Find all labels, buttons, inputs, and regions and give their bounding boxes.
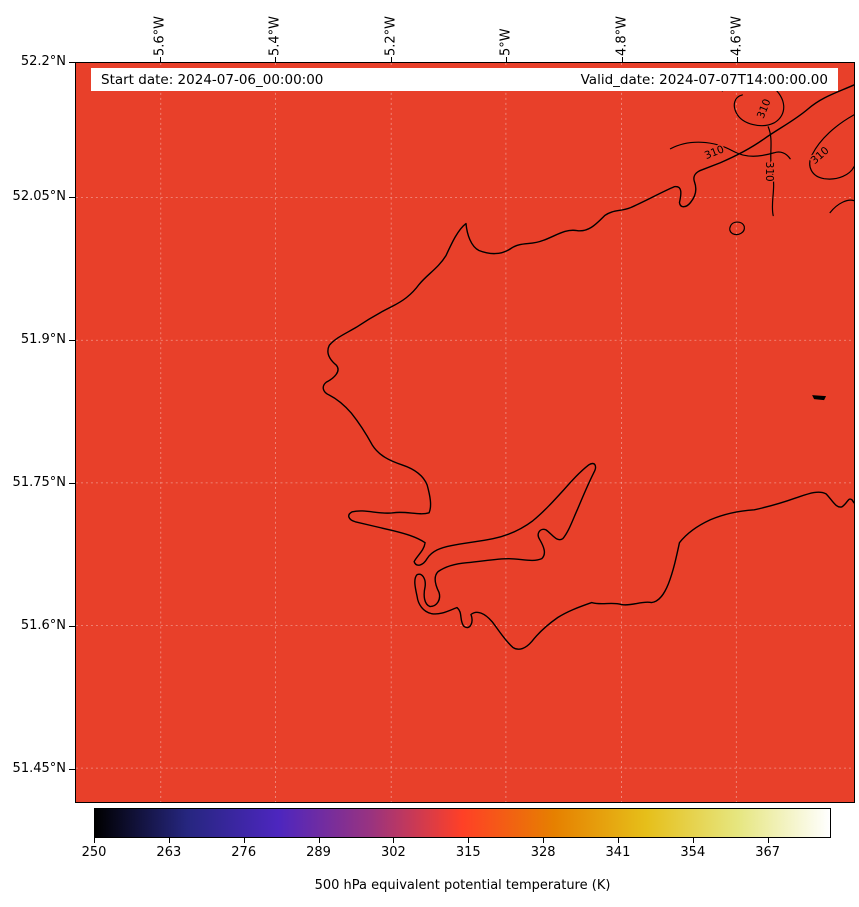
map-plot: 310 310 310 310 Start date: 2024-07-06_0…	[75, 62, 855, 803]
y-tick-label: 51.75°N	[12, 475, 66, 490]
gridlines	[76, 63, 854, 802]
colorbar-tick-label: 328	[530, 845, 556, 860]
annotation-strip: Start date: 2024-07-06_00:00:00 Valid_da…	[91, 68, 838, 91]
contour-label-310-d: 310	[809, 145, 832, 167]
colorbar-tick-label: 302	[380, 845, 406, 860]
colorbar-tick-label: 367	[755, 845, 781, 860]
contour-310-c	[767, 126, 775, 217]
y-tick-label: 51.9°N	[20, 332, 66, 347]
contour-310-b	[669, 141, 791, 160]
colorbar-tick-mark	[168, 838, 170, 843]
contour-label-310-c: 310	[763, 162, 775, 182]
x-tick-label: 4.8°W	[614, 15, 630, 56]
colorbar-tick-mark	[318, 838, 320, 843]
coastlines	[322, 84, 854, 650]
colorbar-tick-label: 315	[455, 845, 481, 860]
colorbar-tick-label: 354	[680, 845, 706, 860]
x-tick-label: 5.6°W	[152, 15, 168, 56]
x-tick-label: 5.2°W	[383, 15, 399, 56]
y-tick-label: 51.6°N	[20, 618, 66, 633]
x-tick-label: 4.6°W	[729, 15, 745, 56]
colorbar-tick-mark	[617, 838, 619, 843]
colorbar-tick-label: 250	[81, 845, 107, 860]
colorbar-tick-mark	[468, 838, 470, 843]
contour-label-310-a: 310	[755, 97, 774, 120]
colorbar	[94, 808, 831, 838]
colorbar-tick-mark	[767, 838, 769, 843]
contour-310-d	[809, 114, 854, 180]
map-overlay: 310 310 310 310	[76, 63, 854, 802]
colorbar-tick-label: 341	[605, 845, 631, 860]
contour-310-closed	[729, 221, 745, 236]
x-tick-label: 5.4°W	[267, 15, 283, 56]
y-tick-label: 52.2°N	[20, 54, 66, 69]
coastline-path	[322, 84, 854, 650]
contour-310-e	[829, 199, 854, 214]
islet-path	[812, 395, 827, 401]
colorbar-tick-label: 289	[306, 845, 331, 860]
contour-label-310-b: 310	[703, 143, 726, 162]
colorbar-tick-mark	[543, 838, 545, 843]
valid-date-label: Valid_date: 2024-07-07T14:00:00.00	[580, 71, 828, 88]
colorbar-gradient	[95, 809, 830, 837]
colorbar-tick-mark	[243, 838, 245, 843]
colorbar-tick-label: 263	[156, 845, 182, 860]
x-tick-label: 5°W	[498, 28, 514, 56]
start-date-label: Start date: 2024-07-06_00:00:00	[101, 71, 324, 88]
colorbar-tick-mark	[393, 838, 395, 843]
y-tick-label: 51.45°N	[12, 761, 66, 776]
colorbar-tick-label: 276	[231, 845, 257, 860]
y-tick-label: 52.05°N	[12, 189, 66, 204]
colorbar-tick-mark	[692, 838, 694, 843]
contour-labels: 310 310 310 310	[701, 96, 833, 183]
colorbar-tick-mark	[94, 838, 95, 843]
colorbar-label: 500 hPa equivalent potential temperature…	[314, 878, 611, 893]
